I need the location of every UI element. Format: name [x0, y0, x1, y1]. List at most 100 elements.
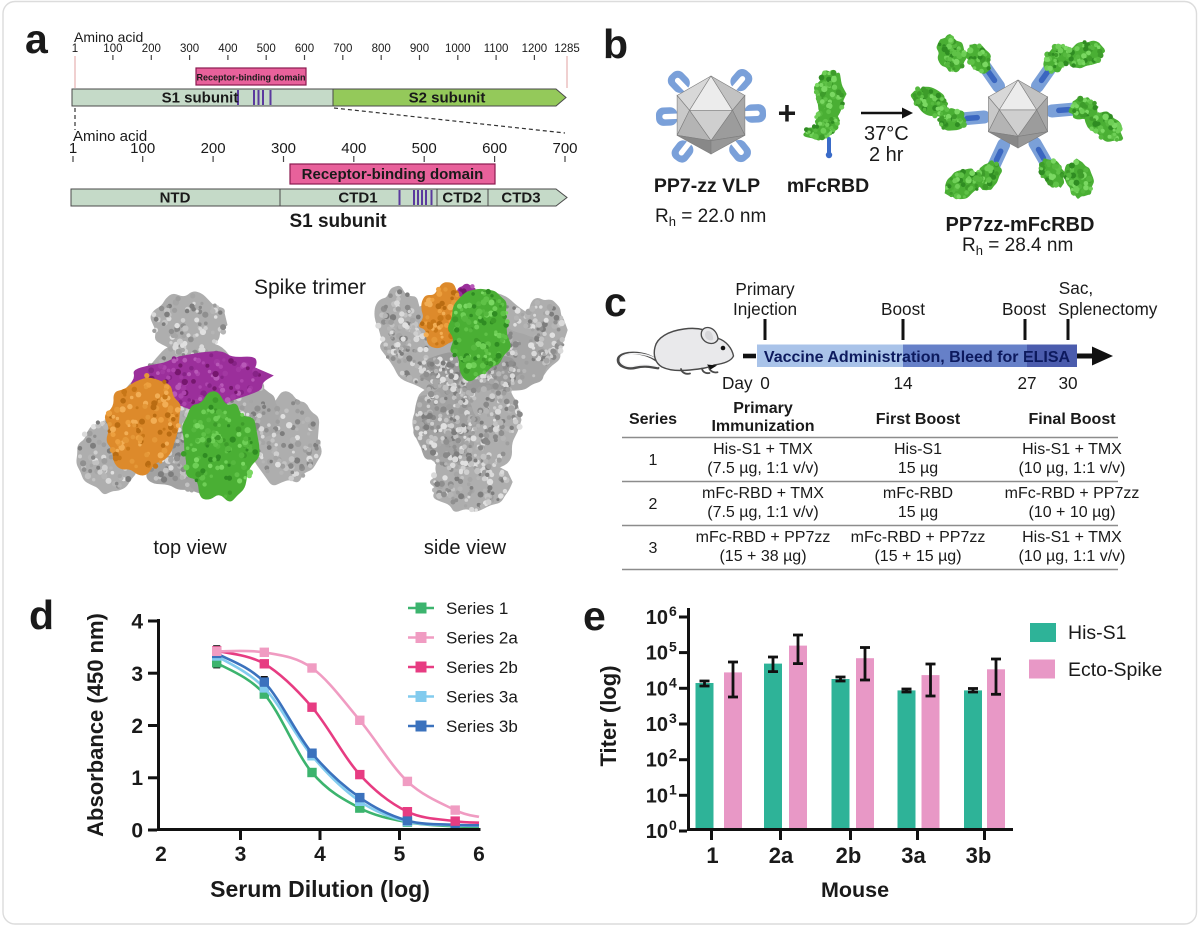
svg-text:(15 + 15 µg): (15 + 15 µg) — [874, 548, 961, 565]
svg-text:PP7-zz VLP: PP7-zz VLP — [654, 175, 760, 197]
svg-text:1285: 1285 — [554, 43, 580, 55]
svg-text:His-S1 + TMX: His-S1 + TMX — [1022, 529, 1122, 546]
svg-text:15 µg: 15 µg — [898, 504, 938, 521]
svg-text:500: 500 — [257, 43, 276, 55]
svg-text:Splenectomy: Splenectomy — [1058, 299, 1158, 319]
svg-text:1: 1 — [131, 767, 143, 790]
svg-text:Serum Dilution (log): Serum Dilution (log) — [210, 876, 430, 902]
svg-text:Series 3b: Series 3b — [446, 717, 518, 736]
svg-text:10: 10 — [646, 821, 668, 843]
svg-text:e: e — [583, 593, 606, 639]
svg-text:2: 2 — [155, 843, 167, 866]
svg-text:CTD2: CTD2 — [442, 190, 481, 207]
svg-text:top view: top view — [153, 537, 227, 559]
svg-text:Final Boost: Final Boost — [1028, 411, 1116, 428]
svg-text:300: 300 — [271, 140, 296, 157]
svg-text:700: 700 — [552, 140, 577, 157]
svg-text:Absorbance (450 nm): Absorbance (450 nm) — [83, 613, 108, 837]
svg-text:(7.5 µg, 1:1 v/v): (7.5 µg, 1:1 v/v) — [707, 504, 818, 521]
svg-text:400: 400 — [218, 43, 237, 55]
svg-text:Spike trimer: Spike trimer — [254, 276, 366, 299]
svg-text:1: 1 — [649, 452, 658, 469]
svg-text:10: 10 — [646, 714, 668, 736]
svg-text:His-S1: His-S1 — [1068, 622, 1127, 644]
svg-text:15 µg: 15 µg — [898, 460, 938, 477]
svg-text:NTD: NTD — [160, 190, 191, 207]
svg-text:900: 900 — [410, 43, 429, 55]
svg-text:14: 14 — [893, 373, 913, 393]
svg-text:100: 100 — [103, 43, 122, 55]
svg-text:2a: 2a — [769, 843, 794, 868]
svg-text:S2 subunit: S2 subunit — [409, 90, 486, 107]
svg-text:Rh = 22.0 nm: Rh = 22.0 nm — [655, 206, 766, 229]
svg-text:500: 500 — [412, 140, 437, 157]
svg-text:300: 300 — [180, 43, 199, 55]
svg-text:3: 3 — [235, 843, 247, 866]
svg-text:(7.5 µg, 1:1 v/v): (7.5 µg, 1:1 v/v) — [707, 460, 818, 477]
svg-text:His-S1: His-S1 — [894, 441, 942, 458]
svg-text:0: 0 — [669, 817, 677, 833]
svg-text:Primary: Primary — [735, 279, 795, 299]
svg-text:b: b — [603, 21, 628, 67]
svg-text:(10 + 10 µg): (10 + 10 µg) — [1028, 504, 1115, 521]
svg-text:3b: 3b — [966, 843, 992, 868]
svg-text:Receptor-binding domain: Receptor-binding domain — [197, 73, 306, 83]
svg-text:37°C: 37°C — [864, 123, 909, 145]
svg-text:Sac,: Sac, — [1059, 278, 1093, 298]
svg-text:6: 6 — [473, 843, 485, 866]
svg-text:1100: 1100 — [484, 43, 509, 55]
svg-text:His-S1 + TMX: His-S1 + TMX — [713, 441, 813, 458]
svg-text:2 hr: 2 hr — [869, 144, 904, 166]
svg-text:Injection: Injection — [733, 299, 797, 319]
svg-text:(10 µg, 1:1 v/v): (10 µg, 1:1 v/v) — [1018, 548, 1125, 565]
svg-text:0: 0 — [760, 373, 770, 393]
svg-text:600: 600 — [482, 140, 507, 157]
svg-text:10: 10 — [646, 750, 668, 772]
svg-text:side view: side view — [424, 537, 507, 559]
svg-text:2: 2 — [669, 746, 677, 762]
svg-text:(10 µg, 1:1 v/v): (10 µg, 1:1 v/v) — [1018, 460, 1125, 477]
svg-text:d: d — [29, 592, 54, 638]
svg-text:4: 4 — [669, 674, 677, 690]
svg-text:4: 4 — [131, 611, 143, 634]
svg-text:3: 3 — [649, 540, 658, 557]
svg-text:Ecto-Spike: Ecto-Spike — [1068, 659, 1162, 681]
svg-text:Series 3a: Series 3a — [446, 688, 518, 707]
svg-text:S1 subunit: S1 subunit — [289, 211, 387, 232]
svg-text:100: 100 — [130, 140, 155, 157]
svg-text:0: 0 — [131, 820, 143, 843]
svg-text:1200: 1200 — [522, 43, 548, 55]
svg-text:2: 2 — [649, 496, 658, 513]
svg-text:Rh = 28.4 nm: Rh = 28.4 nm — [962, 235, 1073, 258]
svg-text:30: 30 — [1058, 373, 1077, 393]
svg-text:Amino acid: Amino acid — [74, 29, 143, 45]
svg-text:200: 200 — [142, 43, 161, 55]
svg-text:Series 1: Series 1 — [446, 599, 508, 618]
svg-text:10: 10 — [646, 785, 668, 807]
svg-text:Amino acid: Amino acid — [73, 128, 147, 145]
svg-text:600: 600 — [295, 43, 314, 55]
svg-text:Boost: Boost — [881, 299, 925, 319]
svg-text:6: 6 — [669, 603, 677, 619]
svg-text:1: 1 — [69, 140, 77, 157]
svg-text:5: 5 — [669, 639, 677, 655]
svg-text:27: 27 — [1017, 373, 1036, 393]
svg-text:Receptor-binding domain: Receptor-binding domain — [302, 166, 484, 183]
svg-text:Series: Series — [629, 411, 677, 428]
svg-text:10: 10 — [646, 678, 668, 700]
svg-text:10: 10 — [646, 607, 668, 629]
svg-text:200: 200 — [201, 140, 226, 157]
svg-text:PP7zz-mFcRBD: PP7zz-mFcRBD — [946, 214, 1095, 236]
svg-text:Boost: Boost — [1002, 299, 1046, 319]
svg-text:Series 2a: Series 2a — [446, 629, 518, 648]
svg-text:mFcRBD: mFcRBD — [787, 175, 869, 197]
svg-text:Titer (log): Titer (log) — [596, 665, 621, 766]
svg-text:Series 2b: Series 2b — [446, 658, 518, 677]
svg-text:mFc-RBD: mFc-RBD — [883, 485, 953, 502]
svg-text:1: 1 — [706, 843, 718, 868]
svg-text:2: 2 — [131, 715, 143, 738]
svg-text:4: 4 — [314, 843, 326, 866]
svg-text:1000: 1000 — [445, 43, 471, 55]
svg-text:S1 subunit: S1 subunit — [162, 90, 239, 107]
svg-text:a: a — [25, 16, 49, 62]
